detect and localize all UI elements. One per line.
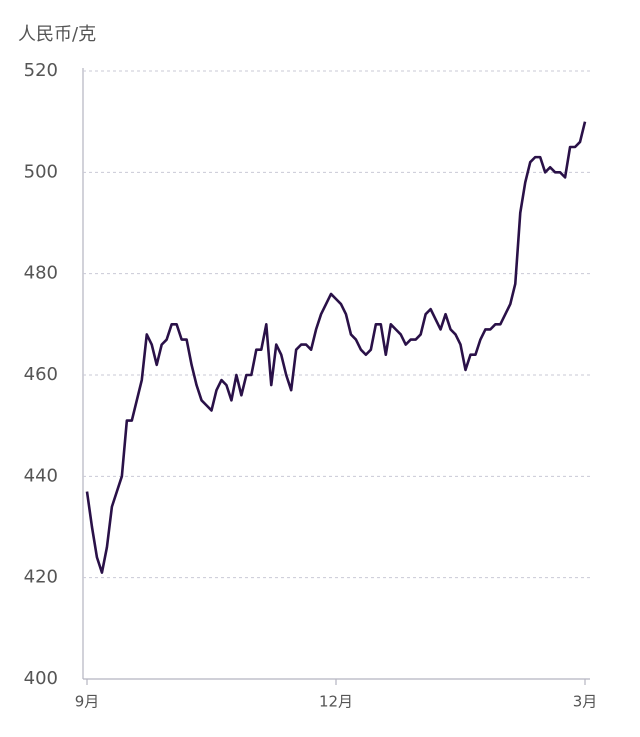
y-tick-label: 520 [24, 60, 58, 81]
y-tick-label: 480 [24, 263, 58, 284]
price-line [85, 121, 587, 574]
y-tick-label: 460 [24, 364, 58, 385]
y-tick-label: 500 [24, 161, 58, 182]
y-axis-label: 人民币/克 [18, 24, 96, 45]
y-tick-label: 400 [24, 668, 58, 689]
x-tick-label: 9月 [75, 693, 100, 711]
y-tick-label: 440 [24, 465, 58, 486]
y-tick-label: 420 [24, 567, 58, 588]
x-tick-label: 3月 [573, 693, 598, 711]
x-tick-label: 12月 [319, 693, 353, 711]
